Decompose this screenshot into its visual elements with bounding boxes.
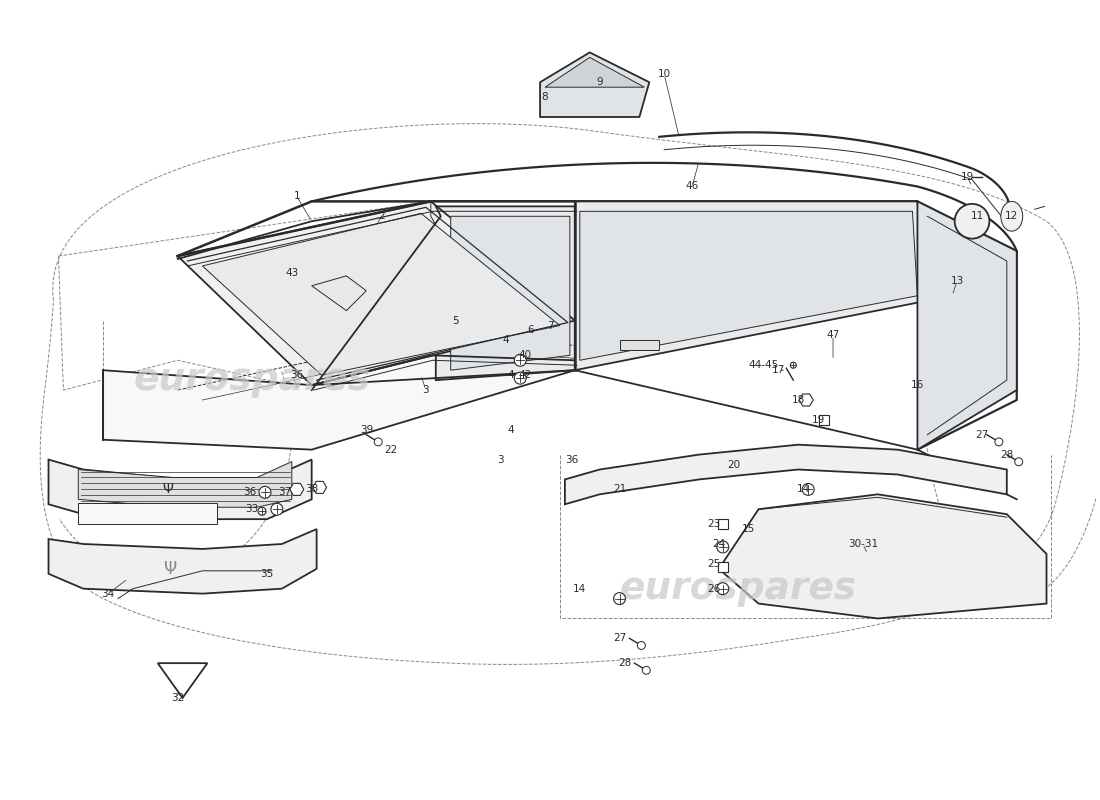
- Polygon shape: [544, 58, 645, 87]
- Circle shape: [515, 372, 526, 384]
- Text: 13: 13: [950, 276, 964, 286]
- Polygon shape: [800, 394, 813, 406]
- Circle shape: [717, 582, 728, 594]
- Text: 23: 23: [707, 519, 721, 529]
- Text: 36: 36: [290, 370, 304, 380]
- Circle shape: [614, 593, 626, 605]
- Polygon shape: [177, 202, 575, 385]
- Text: 11: 11: [970, 211, 983, 222]
- Text: eurospares: eurospares: [133, 362, 371, 398]
- Text: 7: 7: [547, 321, 553, 330]
- Text: Ψ: Ψ: [162, 482, 173, 496]
- Text: 43: 43: [285, 268, 298, 278]
- Text: 22: 22: [385, 445, 398, 454]
- Circle shape: [515, 354, 526, 366]
- Text: 2: 2: [378, 211, 385, 222]
- Polygon shape: [540, 53, 649, 117]
- FancyBboxPatch shape: [718, 562, 728, 572]
- Text: 28: 28: [618, 658, 631, 668]
- Polygon shape: [565, 445, 1006, 504]
- Text: 14: 14: [796, 484, 810, 494]
- Text: 38: 38: [305, 484, 318, 494]
- Text: 4: 4: [502, 335, 508, 346]
- Polygon shape: [78, 503, 218, 524]
- Polygon shape: [48, 529, 317, 594]
- Text: Ψ: Ψ: [164, 560, 177, 578]
- Text: 3: 3: [422, 385, 429, 395]
- Text: 9: 9: [596, 78, 603, 87]
- Text: 37: 37: [278, 487, 292, 498]
- Text: 44-45: 44-45: [748, 360, 779, 370]
- Text: 4: 4: [507, 370, 514, 380]
- Text: 25: 25: [707, 559, 721, 569]
- Polygon shape: [48, 459, 311, 519]
- Circle shape: [271, 503, 283, 515]
- Text: eurospares: eurospares: [620, 570, 857, 606]
- Text: 19: 19: [960, 171, 974, 182]
- Text: 18: 18: [792, 395, 805, 405]
- Text: 28: 28: [1000, 450, 1013, 460]
- Text: 5: 5: [452, 315, 459, 326]
- Text: 4: 4: [507, 425, 514, 434]
- Text: 27: 27: [976, 430, 989, 440]
- Circle shape: [374, 438, 382, 446]
- Polygon shape: [575, 202, 927, 370]
- Ellipse shape: [1001, 202, 1023, 231]
- Polygon shape: [312, 482, 327, 494]
- Polygon shape: [917, 202, 1016, 450]
- Ellipse shape: [955, 204, 989, 238]
- Polygon shape: [580, 211, 917, 360]
- Polygon shape: [436, 206, 575, 380]
- Text: 1: 1: [294, 191, 300, 202]
- Circle shape: [258, 486, 271, 498]
- Text: 33: 33: [245, 504, 258, 514]
- Circle shape: [1014, 458, 1023, 466]
- Polygon shape: [619, 341, 659, 350]
- Polygon shape: [103, 321, 575, 450]
- Circle shape: [258, 507, 266, 515]
- Text: 14: 14: [573, 584, 586, 594]
- Text: 36: 36: [565, 454, 579, 465]
- Text: 8: 8: [541, 92, 548, 102]
- Text: 47: 47: [826, 330, 839, 341]
- Text: 26: 26: [707, 584, 721, 594]
- Polygon shape: [157, 663, 208, 698]
- Text: 10: 10: [658, 70, 671, 79]
- Polygon shape: [202, 214, 560, 375]
- Text: 27: 27: [613, 634, 626, 643]
- Text: 34: 34: [101, 589, 114, 598]
- Polygon shape: [78, 462, 292, 507]
- Text: 19: 19: [812, 415, 825, 425]
- Text: 12: 12: [1005, 211, 1019, 222]
- Text: 17: 17: [772, 366, 785, 375]
- FancyBboxPatch shape: [820, 415, 829, 425]
- Circle shape: [790, 362, 796, 368]
- Polygon shape: [311, 276, 366, 310]
- Text: 15: 15: [742, 524, 756, 534]
- Polygon shape: [718, 494, 1046, 618]
- Text: 3: 3: [497, 454, 504, 465]
- Text: 40: 40: [518, 350, 531, 360]
- Circle shape: [642, 666, 650, 674]
- Text: 39: 39: [360, 425, 373, 434]
- Text: 46: 46: [685, 182, 698, 191]
- Circle shape: [994, 438, 1003, 446]
- Text: 16: 16: [911, 380, 924, 390]
- Circle shape: [637, 642, 646, 650]
- Text: 24: 24: [712, 539, 725, 549]
- Text: 42: 42: [518, 370, 531, 380]
- Circle shape: [802, 483, 814, 495]
- Text: 36: 36: [243, 487, 256, 498]
- Text: 30-31: 30-31: [848, 539, 878, 549]
- Polygon shape: [451, 216, 570, 370]
- Text: 35: 35: [261, 569, 274, 578]
- FancyBboxPatch shape: [718, 519, 728, 529]
- Text: 21: 21: [613, 484, 626, 494]
- Text: 6: 6: [527, 326, 534, 335]
- Text: 20: 20: [727, 459, 740, 470]
- Text: 32: 32: [170, 693, 184, 703]
- Circle shape: [717, 541, 728, 553]
- Polygon shape: [289, 483, 304, 495]
